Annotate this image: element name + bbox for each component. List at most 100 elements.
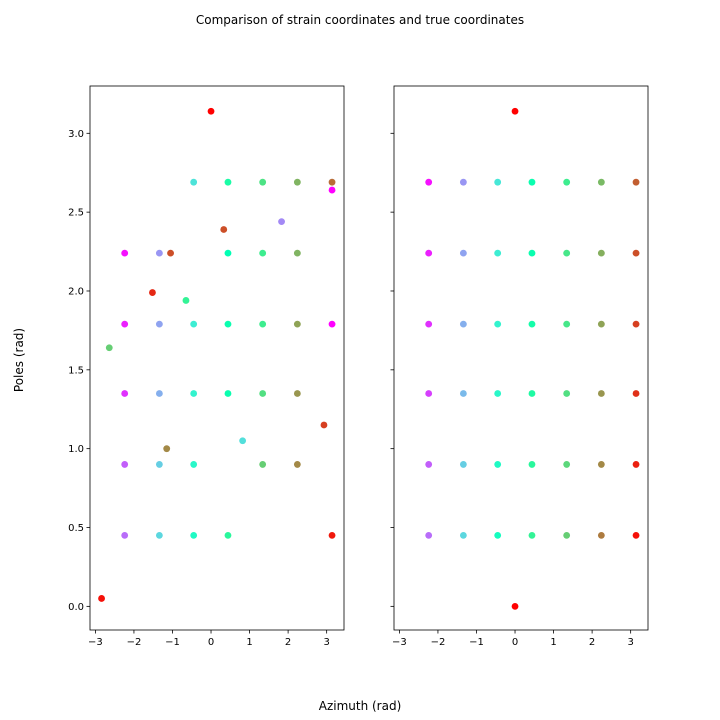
right-point-38 xyxy=(494,531,502,539)
right-x-tick-label-4: 1 xyxy=(550,637,556,648)
left-point-2 xyxy=(224,178,232,186)
right-point-42 xyxy=(632,531,640,539)
left-point-1 xyxy=(190,178,198,186)
right-x-tick-label-6: 3 xyxy=(627,637,633,648)
right-x-tick-label-5: 2 xyxy=(589,637,595,648)
right-point-0 xyxy=(511,107,519,115)
left-point-35 xyxy=(155,461,163,468)
right-point-7 xyxy=(632,178,640,186)
left-point-28 xyxy=(224,390,232,397)
left-point-44 xyxy=(98,595,105,602)
right-point-12 xyxy=(563,249,571,257)
right-x-tick-label-3: 0 xyxy=(512,637,518,648)
left-point-33 xyxy=(163,445,171,453)
right-point-23 xyxy=(459,390,467,397)
left-point-9 xyxy=(121,249,129,257)
left-scatter-panel: −3 −2 −1 0 1 2 3 0.0 0.5 1.0 1.5 2.0 2.5 3.0 xyxy=(68,85,345,648)
left-point-8 xyxy=(220,226,228,233)
right-point-26 xyxy=(563,390,571,397)
right-point-6 xyxy=(597,178,605,186)
right-axes-frame xyxy=(393,85,649,631)
right-point-9 xyxy=(459,249,467,257)
left-x-tick-label-4: 1 xyxy=(246,637,252,648)
right-point-41 xyxy=(597,531,605,539)
left-x-tick-label-5: 2 xyxy=(285,637,291,648)
left-point-21 xyxy=(259,320,267,328)
left-point-20 xyxy=(224,320,232,328)
right-point-39 xyxy=(528,531,536,539)
left-point-16 xyxy=(182,297,190,304)
left-y-tick-label-3: 1.5 xyxy=(68,365,84,376)
left-point-27 xyxy=(190,390,198,397)
left-point-30 xyxy=(293,390,301,397)
left-point-36 xyxy=(190,461,198,468)
left-y-tick-label-5: 2.5 xyxy=(68,208,84,219)
left-point-39 xyxy=(121,531,129,539)
right-point-2 xyxy=(459,178,467,186)
right-point-34 xyxy=(597,461,605,468)
left-x-tick-label-0: −3 xyxy=(88,637,103,648)
right-point-21 xyxy=(632,320,640,328)
left-point-31 xyxy=(320,421,328,429)
left-x-tick-label-3: 0 xyxy=(208,637,214,648)
left-point-37 xyxy=(259,461,267,468)
right-point-19 xyxy=(563,320,571,328)
left-x-tick-label-6: 3 xyxy=(323,637,329,648)
left-point-13 xyxy=(259,249,267,257)
right-point-28 xyxy=(632,390,640,397)
left-point-12 xyxy=(224,249,232,257)
left-point-15 xyxy=(149,289,156,296)
left-point-43 xyxy=(328,531,336,539)
left-point-22 xyxy=(293,320,301,328)
right-point-37 xyxy=(459,531,467,539)
left-point-38 xyxy=(293,461,301,468)
right-point-25 xyxy=(528,390,536,397)
right-point-20 xyxy=(597,320,605,328)
left-point-29 xyxy=(259,390,267,397)
right-point-22 xyxy=(425,390,433,397)
left-axes-frame xyxy=(89,85,345,631)
right-point-5 xyxy=(563,178,571,186)
left-point-26 xyxy=(155,390,163,397)
right-point-27 xyxy=(597,390,605,397)
left-point-25 xyxy=(121,390,129,397)
left-point-34 xyxy=(121,461,129,468)
figure-title: Comparison of strain coordinates and tru… xyxy=(196,13,524,27)
right-point-30 xyxy=(459,461,467,468)
left-y-tick-label-1: 0.5 xyxy=(68,523,84,534)
right-point-33 xyxy=(563,461,571,468)
left-point-24 xyxy=(105,344,113,352)
right-point-3 xyxy=(494,178,502,186)
left-y-tick-label-6: 3.0 xyxy=(68,129,84,140)
left-point-3 xyxy=(259,178,267,186)
right-point-18 xyxy=(528,320,536,328)
right-point-15 xyxy=(425,320,433,328)
right-point-11 xyxy=(528,249,536,257)
left-point-18 xyxy=(155,320,163,328)
left-point-42 xyxy=(224,531,232,539)
left-point-23 xyxy=(328,320,336,328)
left-point-0 xyxy=(207,107,215,115)
right-point-40 xyxy=(563,531,571,539)
right-point-17 xyxy=(494,320,502,328)
left-point-32 xyxy=(239,437,247,445)
right-point-8 xyxy=(425,249,433,257)
x-axis-label: Azimuth (rad) xyxy=(319,699,402,713)
right-point-35 xyxy=(632,461,640,468)
right-x-tick-label-0: −3 xyxy=(392,637,407,648)
left-point-11 xyxy=(167,249,174,257)
right-point-29 xyxy=(425,461,433,468)
right-point-24 xyxy=(494,390,502,397)
left-point-19 xyxy=(190,320,198,328)
left-y-tick-label-0: 0.0 xyxy=(68,602,84,613)
left-y-tick-label-2: 1.0 xyxy=(68,444,84,455)
left-point-41 xyxy=(190,531,198,539)
left-x-tick-label-2: −1 xyxy=(165,637,180,648)
left-point-17 xyxy=(121,320,129,328)
left-point-5 xyxy=(328,178,336,186)
right-x-tick-label-1: −2 xyxy=(431,637,446,648)
left-y-tick-label-4: 2.0 xyxy=(68,286,84,297)
right-point-10 xyxy=(494,249,502,257)
